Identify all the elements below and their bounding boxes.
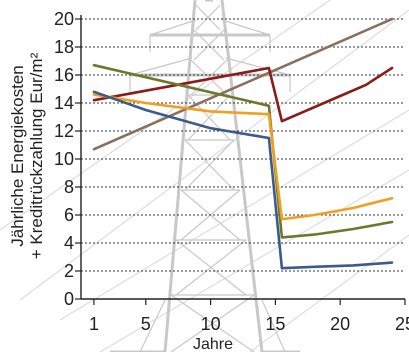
y-tick-label-0: 0 — [64, 289, 74, 309]
series-line-2 — [92, 66, 394, 123]
y-tick-label-8: 8 — [64, 177, 74, 197]
axes: 024681012141618201510152025 — [54, 9, 409, 334]
series-layer — [92, 17, 394, 270]
series-line-5 — [92, 90, 394, 270]
y-tick-label-4: 4 — [64, 233, 74, 253]
y-tick-label-14: 14 — [54, 93, 74, 113]
y-tick-label-6: 6 — [64, 205, 74, 225]
y-tick-label-16: 16 — [54, 65, 74, 85]
y-tick-label-10: 10 — [54, 149, 74, 169]
x-tick-label-20: 20 — [330, 314, 350, 334]
series-line-4 — [92, 93, 394, 221]
y-axis-label-line1: Jährliche Energiekosten — [8, 65, 27, 246]
x-tick-label-15: 15 — [265, 314, 285, 334]
x-tick-label-1: 1 — [89, 314, 99, 334]
x-tick-label-5: 5 — [141, 314, 151, 334]
x-tick-label-10: 10 — [201, 314, 221, 334]
y-axis-label-line2: + Kreditrückzahlung Eur/m² — [27, 52, 46, 259]
series-line-1 — [92, 17, 394, 151]
grid — [81, 18, 405, 272]
y-tick-label-18: 18 — [54, 37, 74, 57]
y-tick-label-12: 12 — [54, 121, 74, 141]
y-tick-label-20: 20 — [54, 9, 74, 29]
x-axis-label: Jahre — [193, 336, 233, 352]
x-tick-label-25: 25 — [395, 314, 409, 334]
y-tick-label-2: 2 — [64, 261, 74, 281]
series-line-3 — [92, 63, 394, 239]
axis-labels: Jährliche Energiekosten + Kreditrückzahl… — [8, 52, 233, 352]
